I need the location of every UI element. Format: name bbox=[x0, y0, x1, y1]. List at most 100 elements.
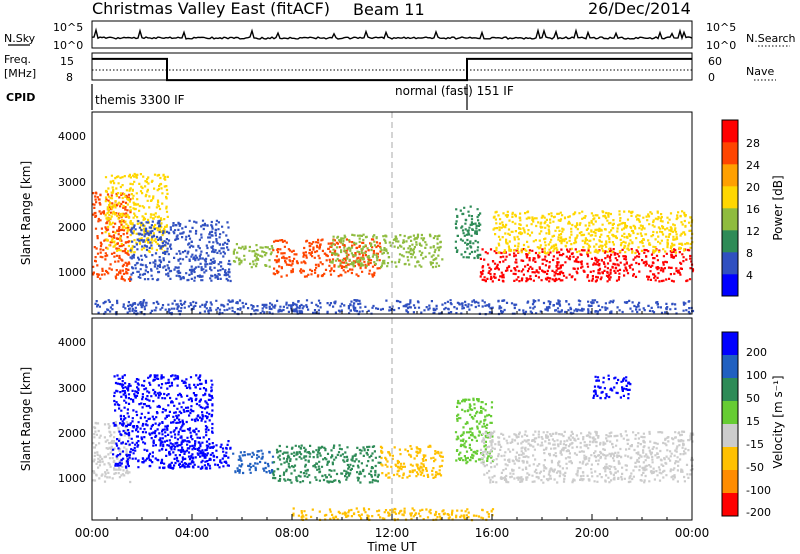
power-heatmap bbox=[92, 172, 695, 316]
x-tick-1200: 12:00 bbox=[375, 526, 410, 540]
velocity-region-5 bbox=[379, 444, 444, 479]
beam-label: Beam 11 bbox=[353, 0, 425, 19]
power-cbar-tick-24: 24 bbox=[746, 159, 760, 172]
velocity-colorbar-frame bbox=[721, 331, 739, 517]
power-cbar-swatch-4 bbox=[722, 186, 738, 209]
power-cbar-swatch-6 bbox=[722, 142, 738, 165]
velocity-cbar-swatch-0 bbox=[722, 332, 738, 356]
freq-strip-frame bbox=[91, 52, 693, 81]
power-region-4 bbox=[272, 238, 382, 278]
x-tick-2000: 20:00 bbox=[575, 526, 610, 540]
power-region-6 bbox=[454, 205, 482, 260]
velocity-region-1 bbox=[112, 374, 214, 470]
power-cbar-swatch-5 bbox=[722, 164, 738, 187]
power-ylabel: Slant Range [km] bbox=[19, 161, 33, 265]
power-ytick-3000: 3000 bbox=[58, 176, 86, 189]
velocity-cbar-swatch-3 bbox=[722, 401, 738, 425]
velocity-cbar-swatch-2 bbox=[722, 378, 738, 402]
velocity-region-0 bbox=[92, 421, 132, 484]
power-colorbar-frame bbox=[721, 119, 739, 297]
power-ytick-4000: 4000 bbox=[58, 130, 86, 143]
velocity-cbar-tick-neg50: -50 bbox=[746, 461, 764, 474]
velocity-ytick-3000: 3000 bbox=[58, 382, 86, 395]
velocity-ylabel: Slant Range [km] bbox=[19, 367, 33, 471]
x-tick-marks bbox=[91, 308, 693, 520]
power-region-8 bbox=[492, 210, 694, 255]
velocity-heatmap bbox=[92, 374, 695, 522]
velocity-region-4 bbox=[272, 444, 382, 484]
power-region-9 bbox=[94, 299, 695, 316]
x-tick-0800: 08:00 bbox=[275, 526, 310, 540]
power-cbar-tick-20: 20 bbox=[746, 181, 760, 194]
power-cbar-swatch-0 bbox=[722, 274, 738, 297]
power-cbar-swatch-7 bbox=[722, 120, 738, 143]
velocity-colorbar-label: Velocity [m s⁻¹] bbox=[771, 375, 785, 468]
nsky-tick-right-top: 10^5 bbox=[706, 21, 736, 34]
freq-label-line2: [MHz] bbox=[4, 67, 36, 80]
power-region-2 bbox=[129, 219, 232, 283]
cpid-label: CPID bbox=[6, 91, 35, 104]
velocity-cbar-swatch-1 bbox=[722, 355, 738, 379]
power-cbar-swatch-2 bbox=[722, 230, 738, 253]
x-tick-2400: 00:00 bbox=[675, 526, 710, 540]
freq-tick-right-top: 60 bbox=[708, 55, 722, 68]
power-colorbar-ticks: 28 24 20 16 12 8 4 bbox=[746, 137, 760, 282]
cpid-segment-2: normal (fast) 151 IF bbox=[395, 84, 514, 98]
power-region-5 bbox=[329, 233, 444, 269]
power-cbar-tick-16: 16 bbox=[746, 203, 760, 216]
velocity-cbar-swatch-5 bbox=[722, 447, 738, 471]
velocity-region-2 bbox=[167, 439, 232, 470]
velocity-region-6 bbox=[454, 397, 494, 465]
nsearch-label: N.Search bbox=[746, 32, 796, 45]
velocity-region-7 bbox=[479, 430, 695, 484]
power-region-0 bbox=[92, 191, 132, 282]
velocity-cbar-swatch-7 bbox=[722, 493, 738, 517]
power-region-3 bbox=[232, 243, 274, 269]
power-region-1 bbox=[104, 172, 169, 255]
nsky-strip-frame bbox=[91, 20, 693, 49]
velocity-region-9 bbox=[292, 507, 495, 522]
x-axis-label: Time UT bbox=[366, 540, 417, 554]
velocity-ytick-1000: 1000 bbox=[58, 472, 86, 485]
power-ytick-2000: 2000 bbox=[58, 221, 86, 234]
nsky-tick-left-top: 10^5 bbox=[53, 21, 83, 34]
freq-series-line bbox=[92, 57, 692, 82]
freq-tick-left-bottom: 8 bbox=[66, 71, 73, 84]
power-cbar-tick-8: 8 bbox=[746, 247, 753, 260]
power-ytick-1000: 1000 bbox=[58, 266, 86, 279]
x-tick-0400: 04:00 bbox=[175, 526, 210, 540]
nsky-series-line bbox=[91, 27, 693, 41]
power-yticks: 4000 3000 2000 1000 bbox=[58, 130, 86, 279]
cpid-segment-1: themis 3300 IF bbox=[95, 93, 185, 107]
velocity-yticks: 4000 3000 2000 1000 bbox=[58, 336, 86, 485]
velocity-region-8 bbox=[592, 374, 632, 400]
nsky-tick-left-bottom: 10^0 bbox=[53, 39, 83, 52]
power-cbar-tick-28: 28 bbox=[746, 137, 760, 150]
x-tick-1600: 16:00 bbox=[475, 526, 510, 540]
x-tick-labels: 00:00 04:00 08:00 12:00 16:00 20:00 00:0… bbox=[75, 526, 710, 540]
date-label: 26/Dec/2014 bbox=[588, 0, 691, 18]
velocity-cbar-swatch-4 bbox=[722, 424, 738, 448]
plot-title: Christmas Valley East (fitACF) bbox=[92, 0, 330, 18]
freq-tick-left-top: 15 bbox=[60, 55, 74, 68]
velocity-cbar-tick-15: 15 bbox=[746, 415, 760, 428]
velocity-ytick-4000: 4000 bbox=[58, 336, 86, 349]
velocity-ytick-2000: 2000 bbox=[58, 427, 86, 440]
power-cbar-swatch-1 bbox=[722, 252, 738, 275]
power-colorbar-label: Power [dB] bbox=[771, 175, 785, 240]
velocity-colorbar-ticks: 200 100 50 15 -15 -50 -100 -200 bbox=[746, 346, 771, 519]
x-tick-0000: 00:00 bbox=[75, 526, 110, 540]
nave-label: Nave bbox=[746, 65, 774, 78]
velocity-region-3 bbox=[232, 449, 275, 475]
nsky-label: N.Sky bbox=[4, 32, 36, 45]
power-cbar-swatch-3 bbox=[722, 208, 738, 231]
velocity-cbar-tick-neg100: -100 bbox=[746, 484, 771, 497]
power-cbar-tick-4: 4 bbox=[746, 269, 753, 282]
freq-label-line1: Freq. bbox=[4, 53, 31, 66]
velocity-cbar-tick-100: 100 bbox=[746, 369, 767, 382]
power-colorbar bbox=[722, 120, 738, 297]
velocity-cbar-swatch-6 bbox=[722, 470, 738, 494]
velocity-cbar-tick-neg15: -15 bbox=[746, 438, 764, 451]
